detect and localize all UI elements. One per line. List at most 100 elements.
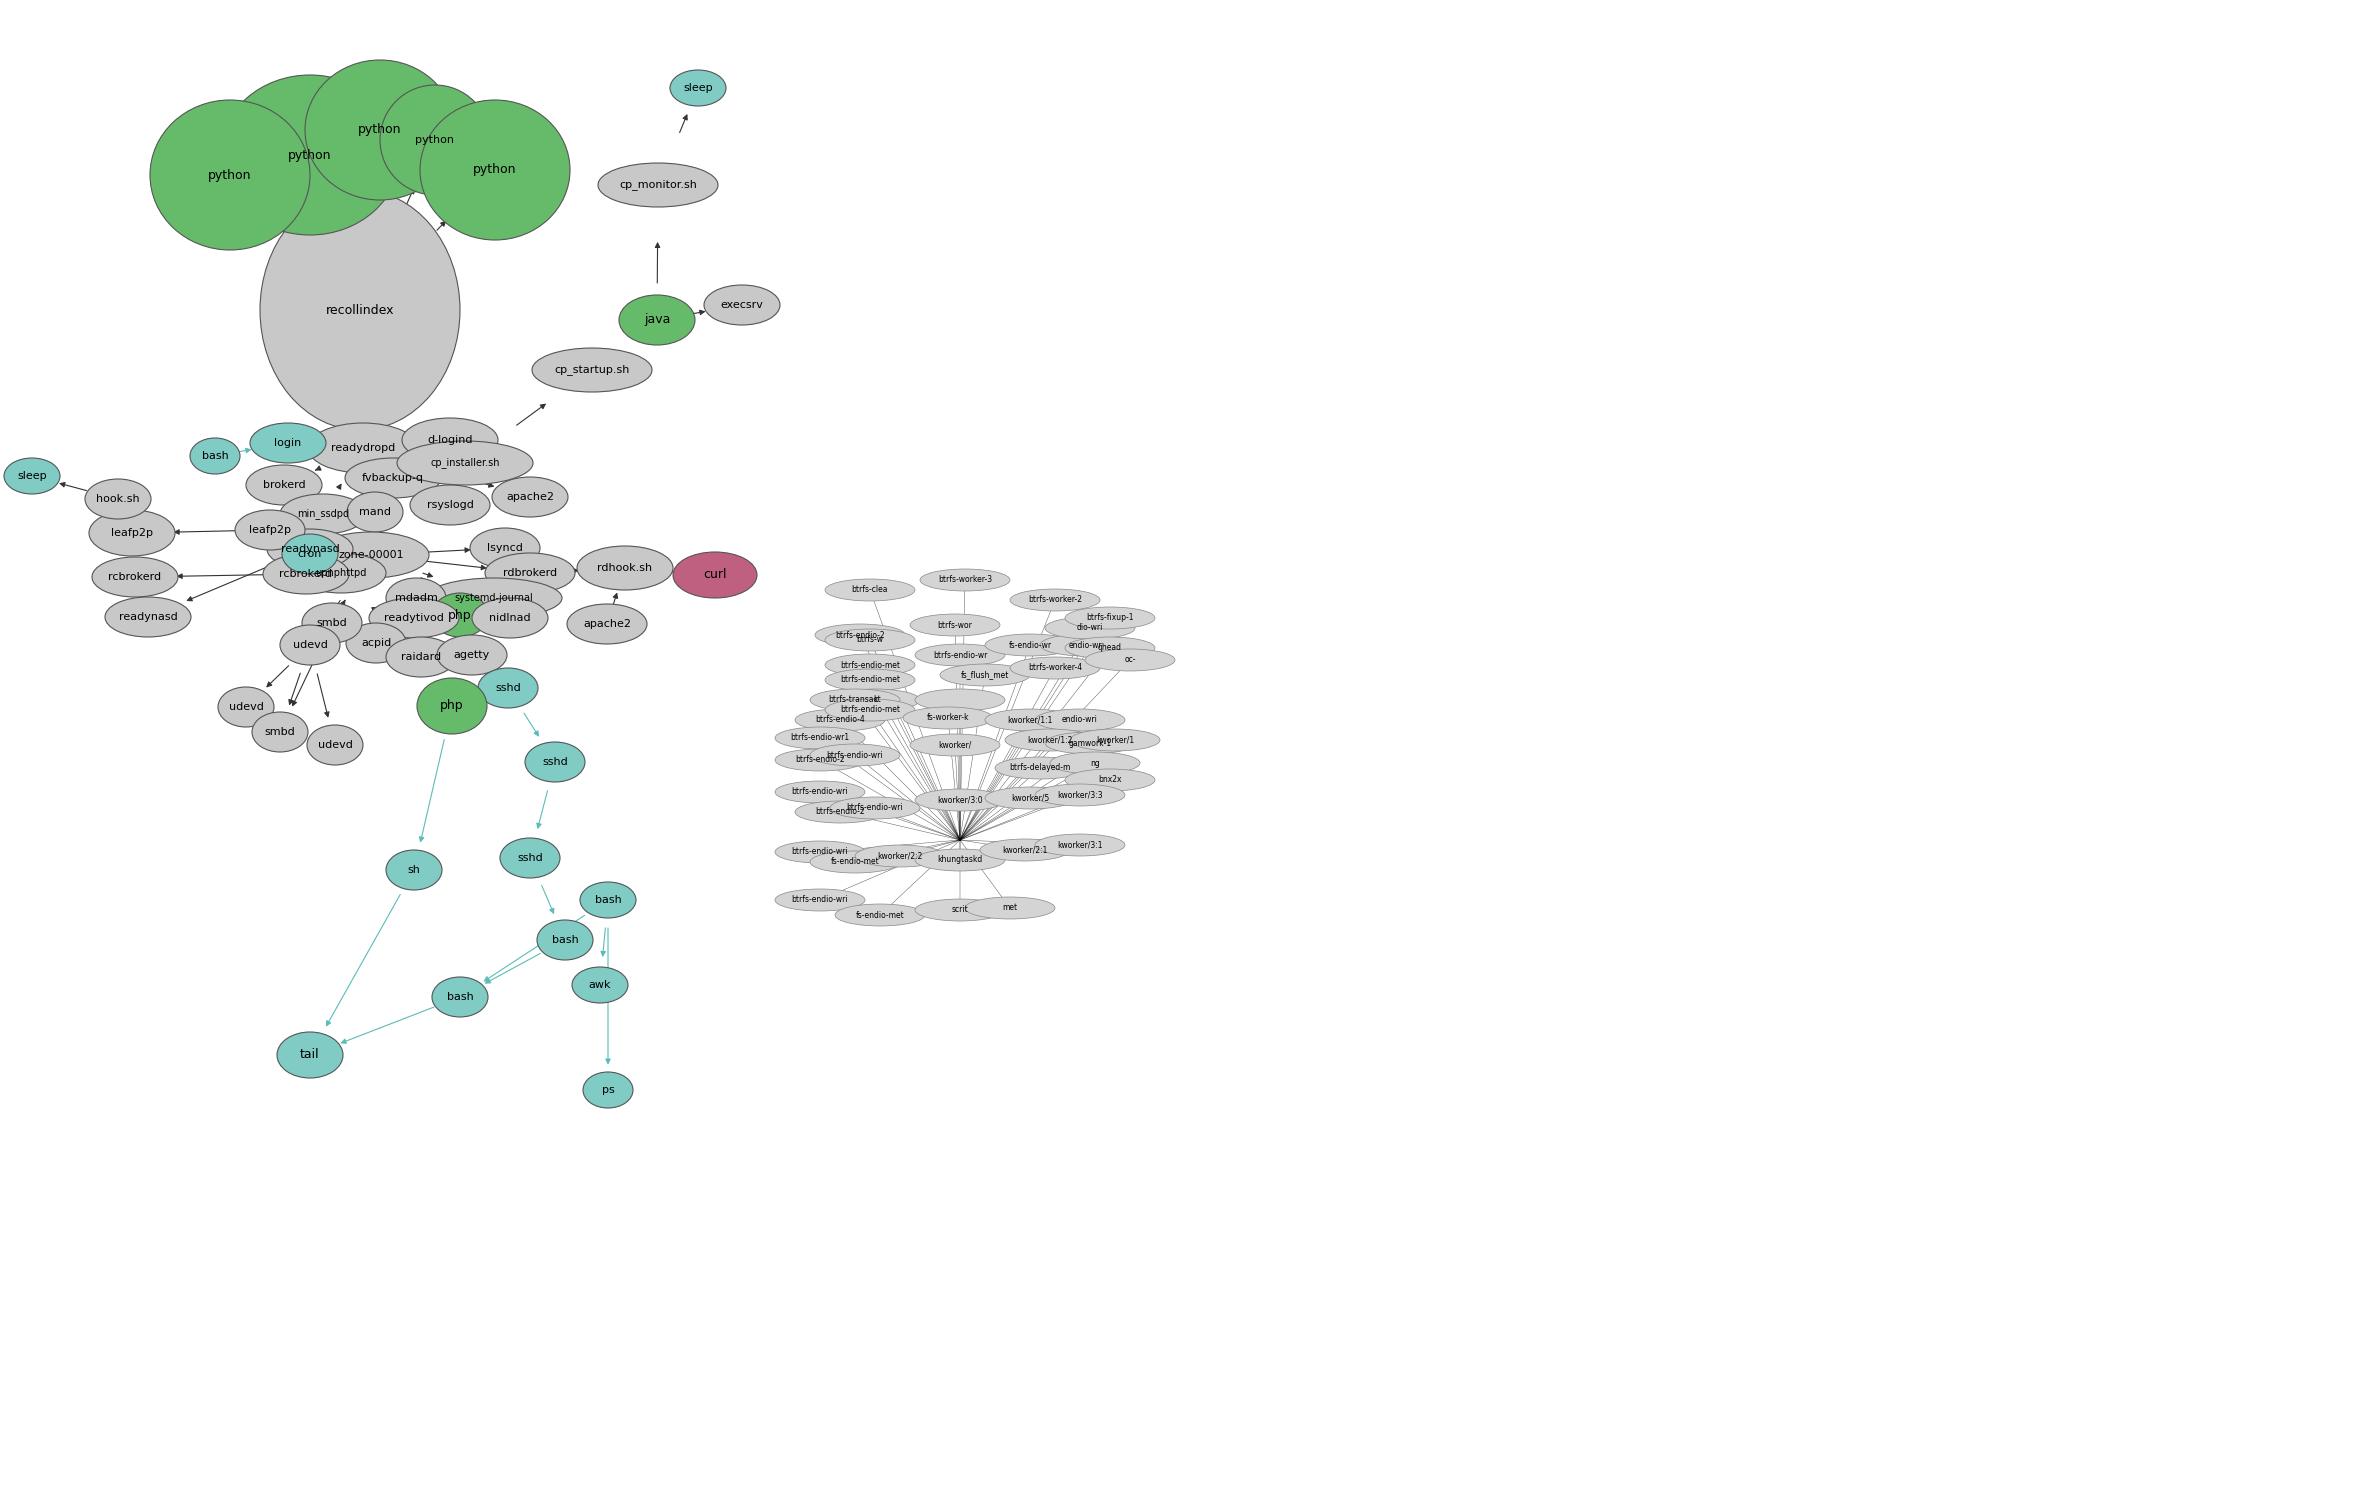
Ellipse shape: [776, 780, 865, 803]
Text: zone-00001: zone-00001: [337, 550, 403, 560]
Ellipse shape: [1005, 730, 1094, 750]
Ellipse shape: [915, 689, 1005, 712]
Ellipse shape: [347, 491, 403, 532]
Ellipse shape: [825, 670, 915, 691]
Text: cp_startup.sh: cp_startup.sh: [554, 364, 630, 376]
Ellipse shape: [776, 749, 865, 771]
Ellipse shape: [941, 664, 1030, 686]
Ellipse shape: [264, 554, 349, 595]
Ellipse shape: [307, 725, 363, 765]
Ellipse shape: [566, 604, 646, 644]
Ellipse shape: [816, 625, 905, 646]
Text: raidard: raidard: [401, 652, 441, 662]
Text: cron: cron: [297, 548, 323, 559]
Text: cp_monitor.sh: cp_monitor.sh: [620, 180, 698, 190]
Ellipse shape: [472, 598, 547, 638]
Text: dio-wri: dio-wri: [1078, 623, 1104, 632]
Ellipse shape: [915, 899, 1005, 921]
Text: sleep: sleep: [684, 82, 712, 93]
Ellipse shape: [672, 551, 757, 598]
Ellipse shape: [396, 440, 533, 485]
Ellipse shape: [281, 625, 340, 665]
Text: readynasd: readynasd: [118, 613, 177, 622]
Text: btrfs-endio-4: btrfs-endio-4: [816, 716, 865, 725]
Text: leafp2p: leafp2p: [250, 524, 290, 535]
Ellipse shape: [1049, 752, 1139, 774]
Ellipse shape: [1035, 709, 1125, 731]
Ellipse shape: [469, 527, 540, 568]
Text: oc-: oc-: [1125, 656, 1137, 665]
Ellipse shape: [533, 348, 653, 392]
Text: met: met: [1002, 903, 1019, 912]
Ellipse shape: [986, 634, 1075, 656]
Text: scrit: scrit: [953, 905, 969, 914]
Ellipse shape: [981, 839, 1071, 861]
Ellipse shape: [493, 476, 568, 517]
Ellipse shape: [500, 837, 559, 878]
Text: leafp2p: leafp2p: [111, 527, 153, 538]
Ellipse shape: [776, 888, 865, 911]
Text: fs-worker-k: fs-worker-k: [927, 713, 969, 722]
Ellipse shape: [1045, 733, 1134, 753]
Ellipse shape: [387, 849, 441, 890]
Ellipse shape: [1040, 634, 1129, 656]
Ellipse shape: [283, 533, 337, 574]
Text: kworker/: kworker/: [938, 740, 971, 749]
Ellipse shape: [830, 797, 920, 819]
Text: hook.sh: hook.sh: [97, 494, 139, 503]
Text: cp_installer.sh: cp_installer.sh: [429, 457, 500, 469]
Ellipse shape: [811, 745, 901, 765]
Ellipse shape: [811, 851, 901, 873]
Ellipse shape: [1066, 768, 1155, 791]
Text: kworker/2:1: kworker/2:1: [1002, 845, 1047, 854]
Ellipse shape: [368, 598, 460, 638]
Text: btrfs-endio-2: btrfs-endio-2: [795, 755, 844, 764]
Text: bnx2x: bnx2x: [1099, 776, 1122, 785]
Text: apache2: apache2: [507, 491, 554, 502]
Text: sleep: sleep: [17, 470, 47, 481]
Ellipse shape: [825, 700, 915, 721]
Ellipse shape: [964, 897, 1054, 918]
Text: python: python: [358, 123, 401, 136]
Ellipse shape: [250, 422, 325, 463]
Text: bash: bash: [203, 451, 229, 461]
Text: readynasd: readynasd: [281, 544, 340, 554]
Text: btrfs-delayed-m: btrfs-delayed-m: [1009, 764, 1071, 773]
Ellipse shape: [599, 163, 717, 207]
Ellipse shape: [90, 509, 174, 556]
Text: gamwork-1: gamwork-1: [1068, 739, 1111, 748]
Text: python: python: [208, 168, 252, 181]
Ellipse shape: [1066, 637, 1155, 659]
Text: python: python: [474, 163, 516, 177]
Ellipse shape: [236, 509, 304, 550]
Text: mand: mand: [358, 506, 391, 517]
Ellipse shape: [1009, 658, 1099, 679]
Text: kworker/2:2: kworker/2:2: [877, 851, 922, 860]
Text: rcbrokerd: rcbrokerd: [281, 569, 332, 580]
Text: btrfs-endio-wri: btrfs-endio-wri: [792, 848, 849, 857]
Text: khungtaskd: khungtaskd: [938, 855, 983, 864]
Ellipse shape: [1009, 589, 1099, 611]
Ellipse shape: [582, 1073, 632, 1109]
Text: ps: ps: [601, 1085, 615, 1095]
Ellipse shape: [309, 422, 417, 473]
Ellipse shape: [380, 85, 490, 195]
Text: btrfs-endio-2: btrfs-endio-2: [835, 631, 884, 640]
Text: kworker/3:1: kworker/3:1: [1056, 840, 1104, 849]
Ellipse shape: [573, 968, 627, 1004]
Text: btrfs-endio-met: btrfs-endio-met: [839, 676, 901, 685]
Ellipse shape: [986, 786, 1075, 809]
Text: rsyslogd: rsyslogd: [427, 500, 474, 509]
Ellipse shape: [986, 709, 1075, 731]
Ellipse shape: [910, 614, 1000, 637]
Text: fs-endio-wr: fs-endio-wr: [1009, 641, 1052, 650]
Ellipse shape: [1085, 649, 1174, 671]
Text: upnphttpd: upnphttpd: [316, 568, 368, 578]
Text: btrfs-endio-wr1: btrfs-endio-wr1: [790, 734, 849, 743]
Ellipse shape: [420, 100, 571, 240]
Text: smbd: smbd: [316, 619, 347, 628]
Ellipse shape: [776, 840, 865, 863]
Text: btrfs-endio-wri: btrfs-endio-wri: [828, 750, 884, 759]
Text: sh: sh: [408, 864, 420, 875]
Text: kworker/1: kworker/1: [1096, 736, 1134, 745]
